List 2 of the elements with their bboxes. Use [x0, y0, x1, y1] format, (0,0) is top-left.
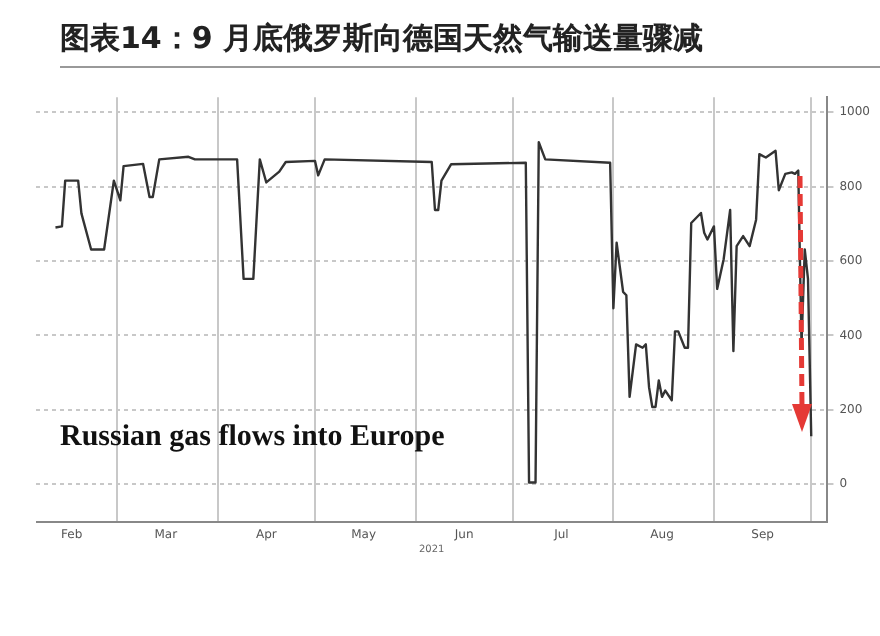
chart-title: 图表14：9 月底俄罗斯向德国天然气输送量骤减 — [60, 20, 704, 58]
annotation: Russian gas flows into Europe — [60, 421, 446, 454]
